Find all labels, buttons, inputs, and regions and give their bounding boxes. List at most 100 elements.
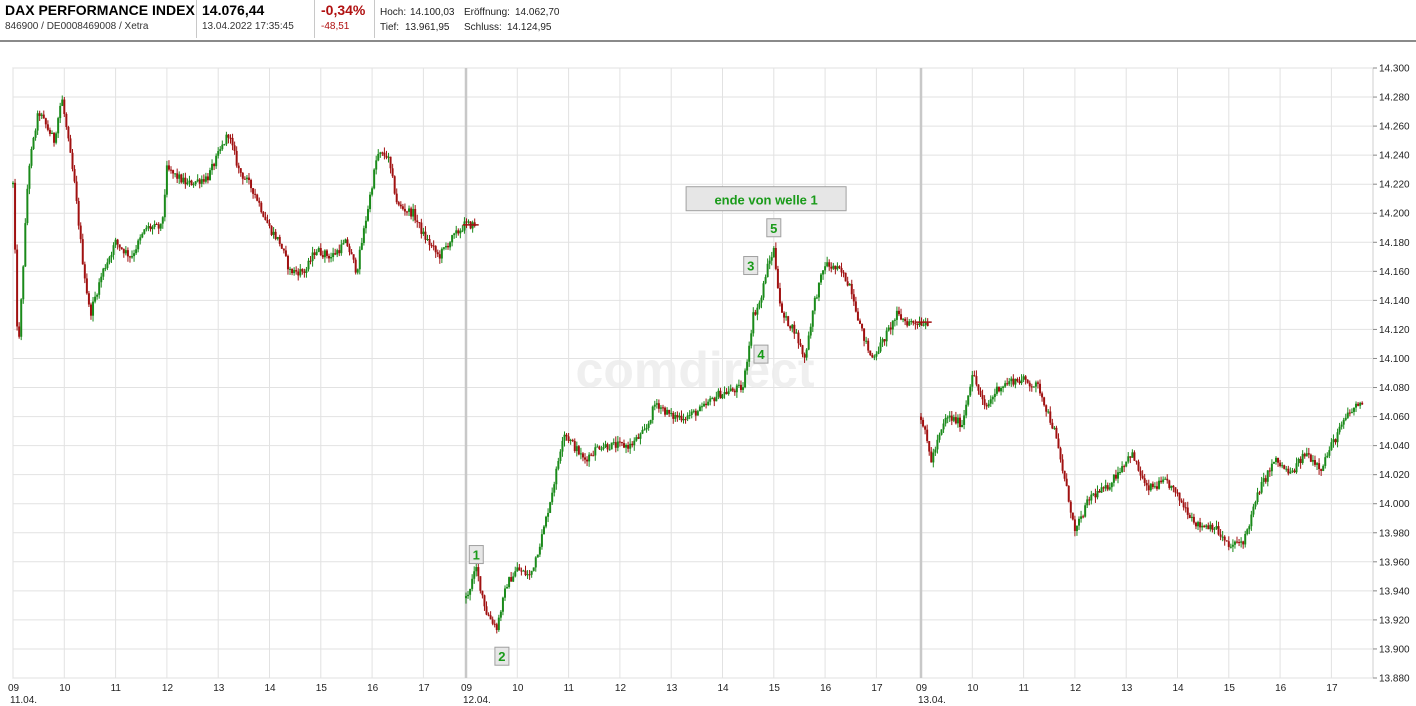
candle-body xyxy=(346,239,349,247)
candle-body xyxy=(963,415,966,425)
candle-body xyxy=(1119,471,1122,473)
candle-body xyxy=(420,222,423,234)
candle-body xyxy=(128,256,131,258)
candle-body xyxy=(954,417,957,424)
candle-body xyxy=(1073,519,1076,532)
candle-body xyxy=(1045,405,1048,412)
y-tick-label: 14.160 xyxy=(1379,267,1410,278)
candle-body xyxy=(188,180,191,183)
candle-body xyxy=(159,223,162,229)
candle-body xyxy=(920,322,923,326)
candle-body xyxy=(735,385,738,393)
candle-body xyxy=(239,168,242,173)
index-name: DAX PERFORMANCE INDEX xyxy=(5,2,195,18)
candle-body xyxy=(360,242,363,250)
candle-body xyxy=(967,395,970,405)
candle-body xyxy=(434,246,437,253)
x-tick-label: 09 xyxy=(8,683,20,694)
x-tick-label: 16 xyxy=(820,683,832,694)
candle-body xyxy=(501,597,504,612)
candle-body xyxy=(114,239,117,246)
candle-body xyxy=(96,294,99,297)
candle-body xyxy=(1028,382,1031,387)
candle-body xyxy=(506,587,509,589)
candle-body xyxy=(465,221,468,223)
candle-body xyxy=(1266,470,1269,482)
x-tick-label: 15 xyxy=(1224,683,1236,694)
candle-body xyxy=(705,403,708,406)
candle-body xyxy=(858,320,861,324)
candle-body xyxy=(124,250,127,254)
candle-body xyxy=(53,132,56,143)
candle-body xyxy=(401,206,404,209)
candle-body xyxy=(776,268,779,289)
candle-body xyxy=(936,439,939,450)
candle-body xyxy=(46,124,49,130)
candle-body xyxy=(61,99,64,106)
candle-body xyxy=(932,452,935,463)
intraday-chart[interactable]: comdirect 14.300 14.280 14.260 14.240 14.220… xyxy=(0,42,1416,706)
candle-body xyxy=(1246,529,1249,534)
candle-body xyxy=(89,304,92,316)
candle-body xyxy=(1313,460,1316,465)
candle-body xyxy=(910,321,913,323)
last-price: 14.076,44 xyxy=(202,2,265,18)
change-percent: -0,34% xyxy=(321,2,366,18)
candle-body xyxy=(319,248,322,256)
x-tick-label: 10 xyxy=(967,683,979,694)
candle-body xyxy=(503,588,506,598)
candle-body xyxy=(565,434,568,437)
candle-body xyxy=(422,231,425,234)
candle-body xyxy=(204,176,207,182)
y-tick-label: 13.920 xyxy=(1379,615,1410,626)
candle-body xyxy=(1186,507,1189,515)
candle-body xyxy=(1281,465,1284,467)
x-tick-label: 15 xyxy=(316,683,328,694)
candle-body xyxy=(1264,478,1267,482)
candle-body xyxy=(1180,500,1183,503)
candle-body xyxy=(754,312,757,315)
candle-body xyxy=(1295,463,1298,473)
candle-body xyxy=(108,257,111,263)
candle-body xyxy=(106,262,109,269)
candle-body xyxy=(471,578,474,589)
candle-body xyxy=(867,340,870,351)
candle-body xyxy=(848,283,851,286)
candle-body xyxy=(40,114,43,116)
candle-body xyxy=(1002,386,1005,388)
candle-body xyxy=(674,415,677,419)
candle-body xyxy=(102,268,105,277)
candle-body xyxy=(651,406,654,420)
candle-body xyxy=(22,266,25,300)
candle-body xyxy=(178,174,181,179)
candle-body xyxy=(863,328,866,341)
candle-body xyxy=(977,384,980,391)
candle-body xyxy=(1024,376,1027,380)
candle-body xyxy=(1233,541,1236,545)
candle-body xyxy=(432,245,435,247)
candle-body xyxy=(430,245,433,247)
y-tick-label: 14.260 xyxy=(1379,122,1410,133)
candle-body xyxy=(16,249,19,327)
candle-body xyxy=(1213,528,1216,530)
candle-body xyxy=(1203,525,1206,528)
candle-body xyxy=(149,226,152,230)
candle-body xyxy=(906,321,909,326)
candle-body xyxy=(264,216,267,220)
candle-body xyxy=(612,442,615,444)
candle-body xyxy=(604,444,607,448)
candle-body xyxy=(842,272,845,274)
close-label: Schluss: xyxy=(464,22,502,33)
candle-body xyxy=(94,296,97,302)
candle-body xyxy=(1063,470,1066,479)
candle-body xyxy=(1090,494,1093,501)
candle-body xyxy=(1065,478,1068,486)
candle-body xyxy=(1018,381,1021,384)
candle-body xyxy=(635,437,638,441)
candle-body xyxy=(672,412,675,419)
candle-body xyxy=(1250,514,1253,527)
y-tick-label: 13.900 xyxy=(1379,644,1410,655)
candle-body xyxy=(549,502,552,513)
y-tick-label: 14.280 xyxy=(1379,93,1410,104)
candle-body xyxy=(940,429,943,435)
